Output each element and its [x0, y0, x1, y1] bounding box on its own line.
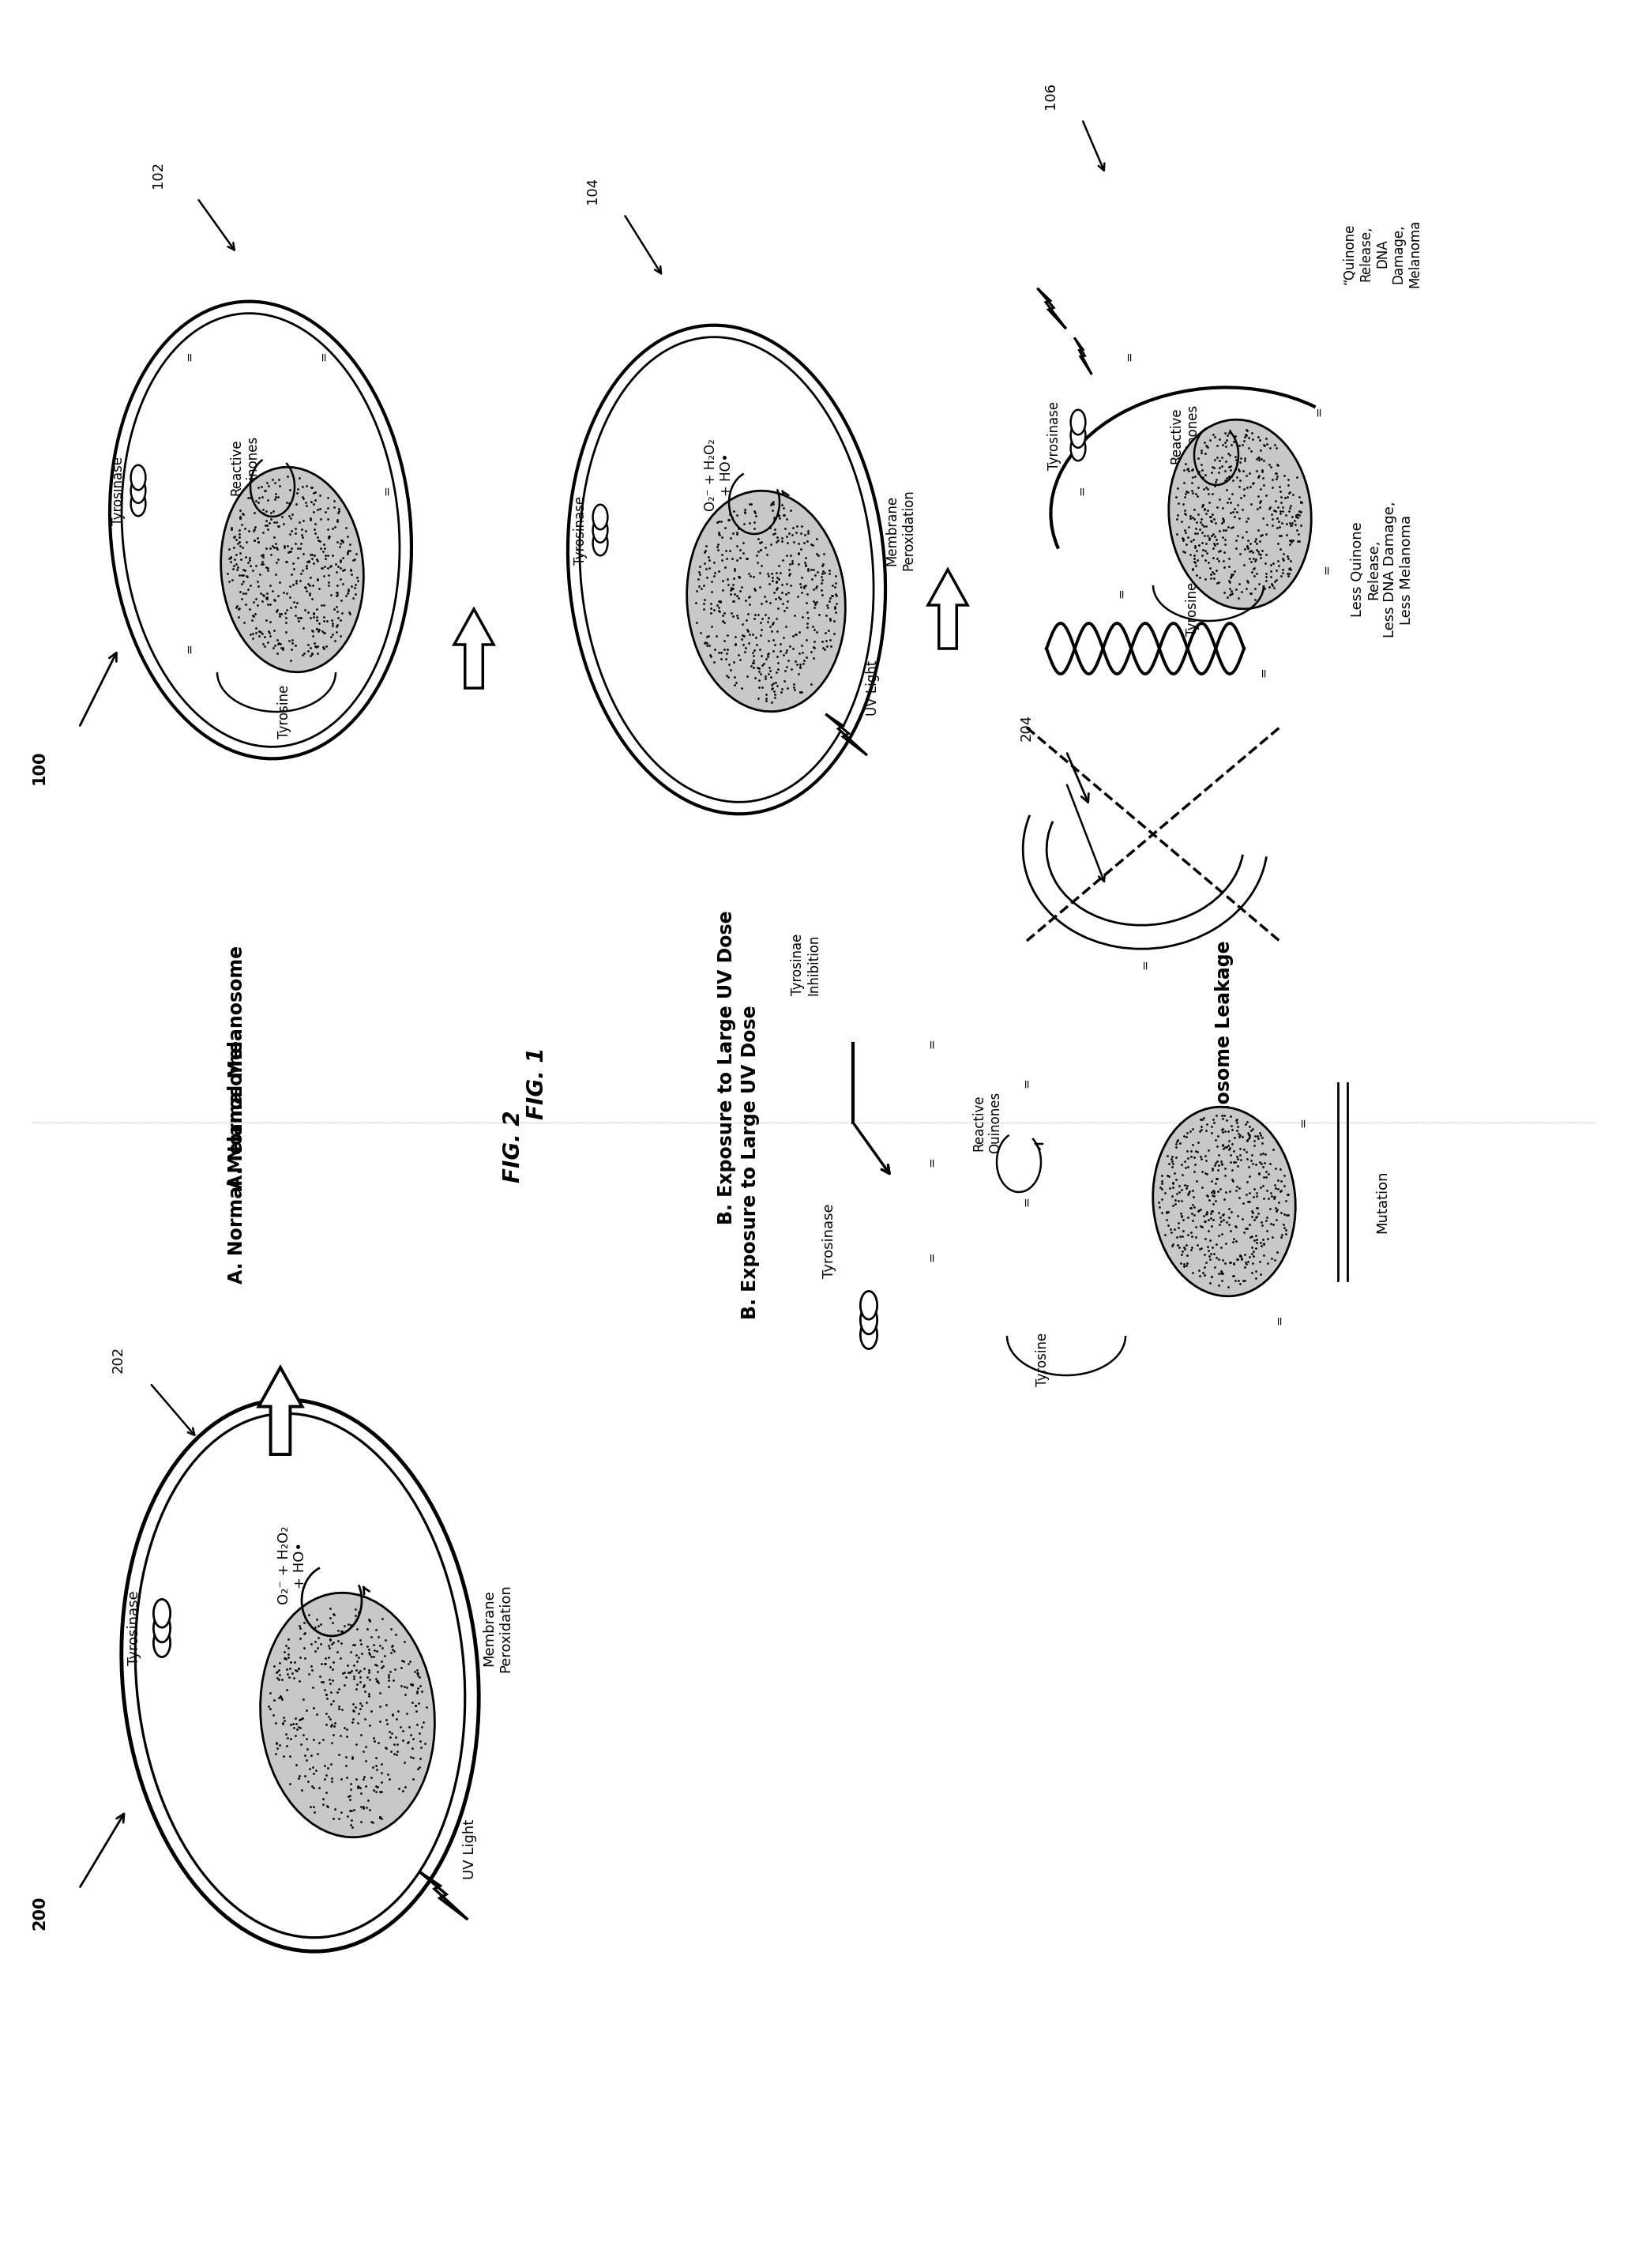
Polygon shape: [259, 1368, 303, 1454]
Ellipse shape: [153, 1599, 171, 1628]
Text: =: =: [926, 1157, 937, 1168]
Polygon shape: [1074, 338, 1092, 374]
Text: =: =: [325, 644, 338, 653]
Text: UV Light: UV Light: [866, 660, 880, 717]
Text: B. Exposure to Large UV Dose: B. Exposure to Large UV Dose: [718, 909, 735, 1225]
Text: 200: 200: [31, 1896, 47, 1930]
Polygon shape: [927, 569, 968, 649]
Text: B. Exposure to Large UV Dose: B. Exposure to Large UV Dose: [740, 1005, 760, 1320]
Ellipse shape: [1071, 411, 1085, 435]
Text: C. Melanosome Leakage: C. Melanosome Leakage: [1215, 941, 1233, 1195]
Text: =: =: [1297, 1118, 1310, 1127]
Ellipse shape: [861, 1290, 877, 1320]
Ellipse shape: [109, 302, 412, 760]
Text: =: =: [381, 485, 394, 497]
Text: 204: 204: [1020, 714, 1033, 742]
Polygon shape: [454, 610, 493, 687]
Text: =: =: [317, 352, 330, 361]
Ellipse shape: [861, 1306, 877, 1334]
Ellipse shape: [1154, 1107, 1295, 1297]
Text: “Quinone
Release,
DNA
Damage,
Melanoma: “Quinone Release, DNA Damage, Melanoma: [1342, 220, 1422, 288]
Text: =: =: [926, 1039, 937, 1048]
Polygon shape: [825, 714, 867, 755]
Polygon shape: [420, 1871, 469, 1919]
Text: Membrane
Peroxidation: Membrane Peroxidation: [482, 1583, 513, 1672]
Text: Mutation: Mutation: [1375, 1170, 1389, 1234]
Text: O₂⁻ + H₂O₂
+ HO•: O₂⁻ + H₂O₂ + HO•: [277, 1526, 308, 1603]
Text: Melanin
Granules: Melanin Granules: [750, 572, 781, 631]
Text: Tyrosinae
Inhibition: Tyrosinae Inhibition: [791, 934, 822, 996]
Text: 106: 106: [1043, 82, 1058, 109]
Ellipse shape: [153, 1628, 171, 1658]
Text: =: =: [1274, 1315, 1285, 1325]
Ellipse shape: [130, 479, 146, 503]
Text: Melanin
Granules: Melanin Granules: [1225, 485, 1256, 544]
Ellipse shape: [592, 517, 607, 542]
Ellipse shape: [579, 338, 874, 803]
Text: Tyrosinase: Tyrosinase: [1048, 401, 1061, 469]
Text: =: =: [1313, 406, 1324, 417]
Text: FIG. 2: FIG. 2: [503, 1109, 524, 1182]
Text: Tyrosine: Tyrosine: [277, 685, 291, 739]
Ellipse shape: [861, 1320, 877, 1349]
Text: =: =: [1116, 587, 1128, 599]
Polygon shape: [1038, 288, 1066, 329]
Text: Melanin
Granules: Melanin Granules: [332, 1683, 363, 1746]
Ellipse shape: [1071, 422, 1085, 447]
Ellipse shape: [1168, 420, 1311, 608]
Text: Tyrosinase: Tyrosinase: [822, 1204, 836, 1279]
Text: 202: 202: [111, 1345, 125, 1372]
Ellipse shape: [130, 465, 146, 490]
Text: 104: 104: [586, 177, 599, 204]
Text: =: =: [1075, 485, 1088, 497]
Text: FIG. 1: FIG. 1: [526, 1048, 548, 1118]
Ellipse shape: [687, 490, 846, 712]
Text: =: =: [1020, 1198, 1033, 1207]
Ellipse shape: [130, 492, 146, 517]
Text: =: =: [1321, 565, 1333, 574]
Text: Reactive
Quinones: Reactive Quinones: [1170, 404, 1201, 467]
Text: Melanin
Granules: Melanin Granules: [277, 540, 308, 599]
Text: Tyrosine: Tyrosine: [1186, 583, 1199, 635]
Text: Melanin
Granules: Melanin Granules: [1209, 1173, 1240, 1232]
Ellipse shape: [592, 503, 607, 528]
Text: A. Normal Melanosome: A. Normal Melanosome: [228, 1041, 246, 1284]
Text: A. Normal Melanosome: A. Normal Melanosome: [228, 946, 246, 1188]
Text: Tyrosinase: Tyrosinase: [111, 456, 125, 524]
Ellipse shape: [135, 1413, 465, 1937]
Text: O₂⁻ + H₂O₂
+ HO•: O₂⁻ + H₂O₂ + HO•: [703, 438, 734, 510]
Text: 102: 102: [151, 161, 164, 188]
Text: =: =: [1124, 352, 1136, 361]
Text: =: =: [1020, 1077, 1033, 1089]
Text: =: =: [184, 352, 195, 361]
Ellipse shape: [122, 1399, 478, 1950]
Text: =: =: [184, 644, 195, 653]
Ellipse shape: [153, 1615, 171, 1642]
Text: Tyrosinase: Tyrosinase: [573, 497, 587, 565]
Text: =: =: [1139, 959, 1152, 971]
Text: Tyrosine: Tyrosine: [1035, 1334, 1049, 1386]
Ellipse shape: [592, 531, 607, 556]
Ellipse shape: [122, 313, 400, 746]
Text: UV Light: UV Light: [462, 1819, 477, 1880]
Text: Reactive
Quinones: Reactive Quinones: [971, 1091, 1002, 1154]
Ellipse shape: [260, 1592, 434, 1837]
Text: Tyrosinase: Tyrosinase: [127, 1590, 142, 1665]
Ellipse shape: [1071, 435, 1085, 460]
Text: Reactive
Quinones: Reactive Quinones: [229, 435, 260, 497]
Text: Membrane
Peroxidation: Membrane Peroxidation: [885, 490, 916, 572]
Ellipse shape: [568, 324, 885, 814]
Text: =: =: [1258, 667, 1269, 678]
Text: Less Quinone
Release,
Less DNA Damage,
Less Melanoma: Less Quinone Release, Less DNA Damage, L…: [1350, 501, 1414, 637]
Ellipse shape: [221, 467, 363, 671]
Text: 100: 100: [31, 751, 47, 785]
Text: =: =: [137, 485, 148, 497]
Text: =: =: [926, 1252, 937, 1261]
